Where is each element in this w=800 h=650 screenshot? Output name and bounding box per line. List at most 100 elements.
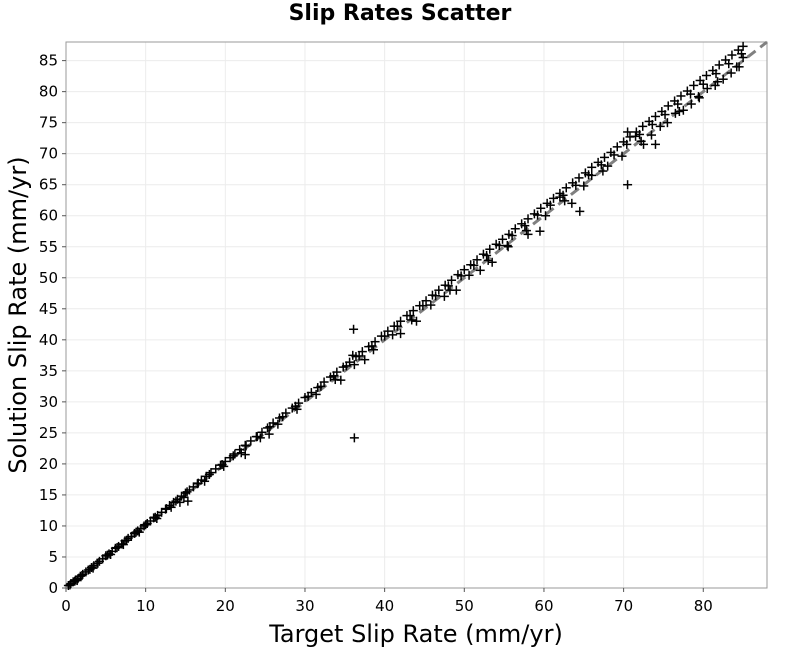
data-point: [647, 120, 657, 130]
data-point: [698, 79, 708, 89]
data-point: [711, 69, 721, 79]
data-point: [230, 449, 240, 459]
data-point: [498, 234, 508, 244]
data-point: [388, 330, 398, 340]
data-point: [349, 433, 359, 443]
data-point: [617, 151, 627, 161]
data-point: [738, 53, 748, 63]
data-point: [175, 497, 185, 507]
data-point: [571, 180, 581, 190]
data-point: [724, 59, 734, 69]
data-point: [368, 345, 378, 355]
data-point: [510, 224, 520, 234]
data-point: [710, 80, 720, 90]
data-point: [639, 139, 649, 149]
data-point: [211, 464, 221, 474]
data-point: [443, 281, 453, 291]
data-point: [171, 496, 181, 506]
data-point: [150, 512, 160, 522]
data-point: [475, 265, 485, 275]
data-point: [408, 306, 418, 316]
data-point: [439, 291, 449, 301]
data-point: [670, 108, 680, 118]
data-point: [426, 300, 436, 310]
data-point: [603, 161, 613, 171]
data-point: [447, 275, 457, 285]
data-point: [349, 324, 359, 334]
data-point: [598, 166, 608, 176]
x-tick-label: 40: [375, 597, 394, 615]
data-point: [734, 62, 744, 72]
data-point: [638, 121, 648, 131]
x-tick-label: 0: [61, 597, 71, 615]
data-point: [701, 71, 711, 81]
data-point: [392, 321, 402, 331]
data-point: [93, 558, 103, 568]
data-point: [676, 91, 686, 101]
data-point: [407, 315, 417, 325]
y-tick-label: 10: [39, 517, 58, 535]
data-point: [650, 111, 660, 121]
data-point: [182, 487, 192, 497]
data-point: [650, 139, 660, 149]
data-point: [380, 331, 390, 341]
y-tick-label: 30: [39, 393, 58, 411]
data-point: [316, 381, 326, 391]
data-point: [596, 160, 606, 170]
data-point: [240, 450, 250, 460]
y-tick-label: 55: [39, 238, 58, 256]
data-point: [405, 311, 415, 321]
data-point: [206, 468, 216, 478]
data-point: [348, 350, 358, 360]
x-tick-label: 50: [455, 597, 474, 615]
x-tick-label: 80: [694, 597, 713, 615]
data-point: [686, 99, 696, 109]
data-point: [273, 419, 283, 429]
data-point: [483, 255, 493, 265]
data-point: [714, 60, 724, 70]
data-point: [533, 210, 543, 220]
data-point: [502, 241, 512, 251]
data-point: [292, 404, 302, 414]
data-point: [487, 257, 497, 267]
data-point: [65, 580, 75, 590]
data-point: [311, 389, 321, 399]
y-tick-label: 15: [39, 486, 58, 504]
data-point: [106, 549, 116, 559]
data-point: [523, 229, 533, 239]
y-tick-label: 75: [39, 114, 58, 132]
data-point: [112, 543, 122, 553]
data-point: [456, 271, 466, 281]
data-point: [485, 244, 495, 254]
data-point: [535, 226, 545, 236]
data-point: [660, 110, 670, 120]
y-tick-label: 20: [39, 455, 58, 473]
data-point: [141, 520, 151, 530]
y-tick-label: 25: [39, 424, 58, 442]
data-point: [166, 502, 176, 512]
data-point: [635, 129, 645, 139]
data-point: [257, 427, 267, 437]
x-axis-ticks: 0 10 20 30 40 50 60 70 80: [61, 588, 713, 615]
y-axis-label: Solution Slip Rate (mm/yr): [4, 156, 32, 473]
data-point: [336, 375, 346, 385]
data-point: [567, 198, 577, 208]
data-point: [193, 478, 203, 488]
data-point: [396, 316, 406, 326]
data-point: [662, 118, 672, 128]
data-point: [686, 89, 696, 99]
x-tick-label: 30: [295, 597, 314, 615]
x-tick-label: 20: [216, 597, 235, 615]
y-tick-label: 35: [39, 362, 58, 380]
data-point: [555, 192, 565, 202]
data-point: [609, 150, 619, 160]
data-point: [200, 476, 210, 486]
data-point: [678, 105, 688, 115]
data-point: [575, 206, 585, 216]
data-point: [587, 162, 597, 172]
data-point: [219, 461, 229, 471]
data-point: [523, 214, 533, 224]
data-point: [77, 571, 87, 581]
y-tick-label: 70: [39, 145, 58, 163]
